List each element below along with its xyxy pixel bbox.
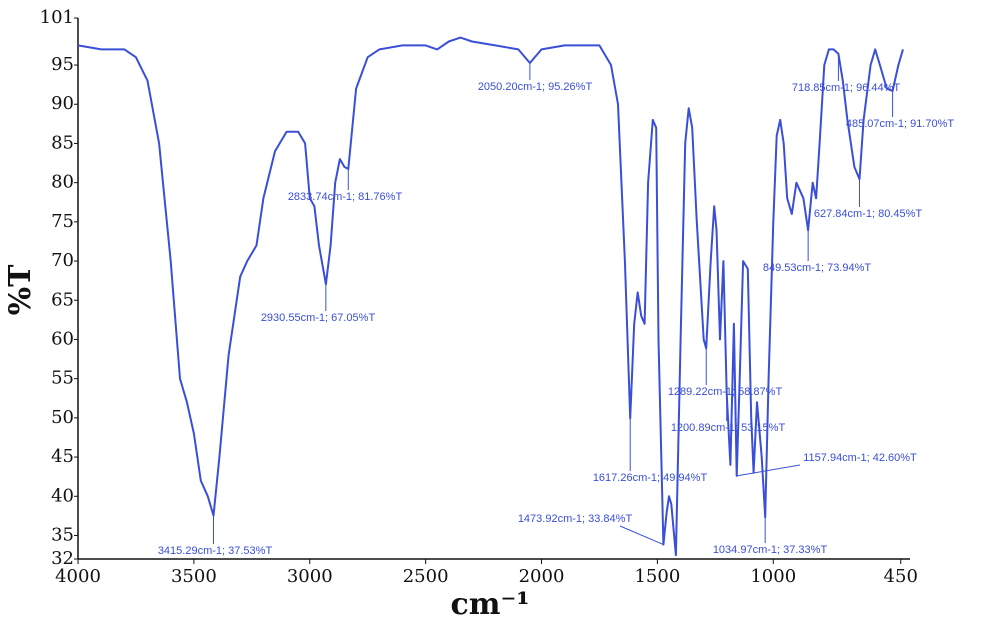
y-tick-label: 80 (51, 172, 74, 193)
annotation-label: 3415.29cm-1; 37.53%T (158, 545, 273, 557)
spectrum-line (77, 36, 904, 557)
annotation-label: 1034.97cm-1; 37.33%T (713, 544, 828, 556)
x-tick-label: 2000 (519, 566, 565, 587)
annotation-label: 2050.20cm-1; 95.26%T (478, 81, 593, 93)
y-tick-label: 35 (51, 524, 74, 545)
annotation-label: 1200.89cm-1; 53.15%T (671, 422, 786, 434)
x-tick-label: 1000 (750, 566, 796, 587)
y-tick-label: 101 (40, 7, 74, 28)
y-tick-label: 55 (51, 368, 74, 389)
annotation-label: 2833.74cm-1; 81.76%T (288, 191, 403, 203)
annotation-label: 627.84cm-1; 80.45%T (814, 208, 923, 220)
annotation-label: 485.07cm-1; 91.70%T (846, 118, 955, 130)
annotation-label: 1473.92cm-1; 33.84%T (518, 513, 633, 525)
y-tick-label: 50 (51, 407, 74, 428)
y-tick-label: 32 (51, 548, 74, 569)
y-tick-label: 45 (51, 446, 74, 467)
y-tick-label: 70 (51, 250, 74, 271)
x-tick-label: 450 (884, 566, 918, 587)
annotation-label: 2930.55cm-1; 67.05%T (261, 312, 376, 324)
annotation-label: 1617.26cm-1; 49.94%T (593, 472, 708, 484)
y-tick-label: 95 (51, 54, 74, 75)
x-axis-title: cm⁻¹ (451, 587, 530, 622)
x-tick-label: 3500 (171, 566, 217, 587)
y-tick-label: 65 (51, 289, 74, 310)
x-tick-label: 1500 (634, 566, 680, 587)
annotation-label: 718.85cm-1; 96.44%T (792, 82, 901, 94)
y-tick-label: 90 (51, 93, 74, 114)
annotation-label: 849.53cm-1; 73.94%T (763, 262, 872, 274)
x-tick-label: 3000 (287, 566, 333, 587)
y-tick-label: 75 (51, 211, 74, 232)
annotation-label: 1157.94cm-1; 42.60%T (803, 452, 917, 464)
y-tick-label: 85 (51, 132, 74, 153)
y-tick-label: 60 (51, 328, 74, 349)
x-tick-label: 2500 (403, 566, 449, 587)
y-axis-title: %T (3, 264, 38, 316)
annotation-label: 1289.22cm-1; 58.87%T (668, 386, 783, 398)
annotation-leader (619, 525, 664, 546)
annotation-leader (736, 464, 801, 477)
y-tick-label: 40 (51, 485, 74, 506)
x-tick-label: 4000 (55, 566, 101, 587)
